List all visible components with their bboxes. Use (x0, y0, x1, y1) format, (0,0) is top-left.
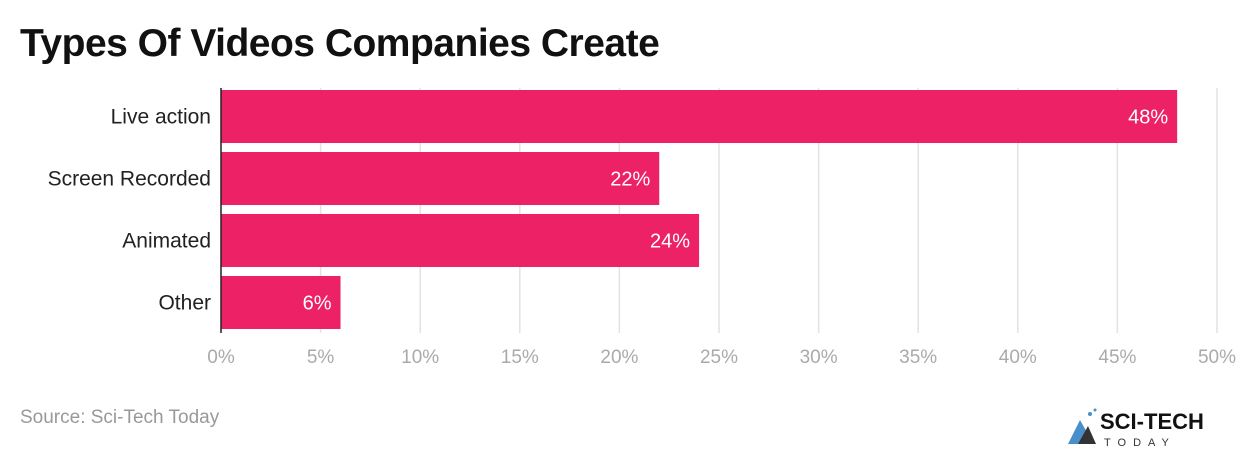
data-label: 48% (1128, 107, 1168, 129)
x-tick-label: 25% (700, 347, 738, 368)
bar-chart: 0% 5% 10% 15% 20% 25% 30% 35% 40% 45% 50% Live acti… (48, 88, 1236, 368)
bar (221, 152, 660, 205)
x-tick-label: 40% (999, 347, 1037, 368)
x-tick-label: 45% (1098, 347, 1136, 368)
x-tick-label: 20% (600, 347, 638, 368)
x-tick-label: 30% (800, 347, 838, 368)
category-label: Animated (122, 230, 211, 253)
data-label: 6% (303, 293, 332, 315)
source-note: Source: Sci-Tech Today (20, 407, 220, 428)
x-tick-label: 50% (1198, 347, 1236, 368)
category-label: Screen Recorded (48, 168, 211, 191)
bar (221, 276, 341, 329)
bar (221, 214, 700, 267)
x-tick-label: 5% (307, 347, 335, 368)
x-tick-label: 0% (207, 347, 235, 368)
svg-text:TODAY: TODAY (1104, 437, 1176, 448)
bar (221, 90, 1178, 143)
svg-text:SCI-TECH: SCI-TECH (1100, 409, 1204, 434)
category-label: Live action (111, 106, 211, 129)
x-tick-label: 35% (899, 347, 937, 368)
x-tick-label: 15% (501, 347, 539, 368)
sci-tech-today-logo: SCI-TECH TODAY (1068, 408, 1204, 448)
x-tick-label: 10% (401, 347, 439, 368)
data-label: 24% (650, 231, 690, 253)
category-label: Other (158, 292, 211, 315)
data-label: 22% (610, 169, 650, 191)
chart-title: Types Of Videos Companies Create (20, 22, 660, 65)
